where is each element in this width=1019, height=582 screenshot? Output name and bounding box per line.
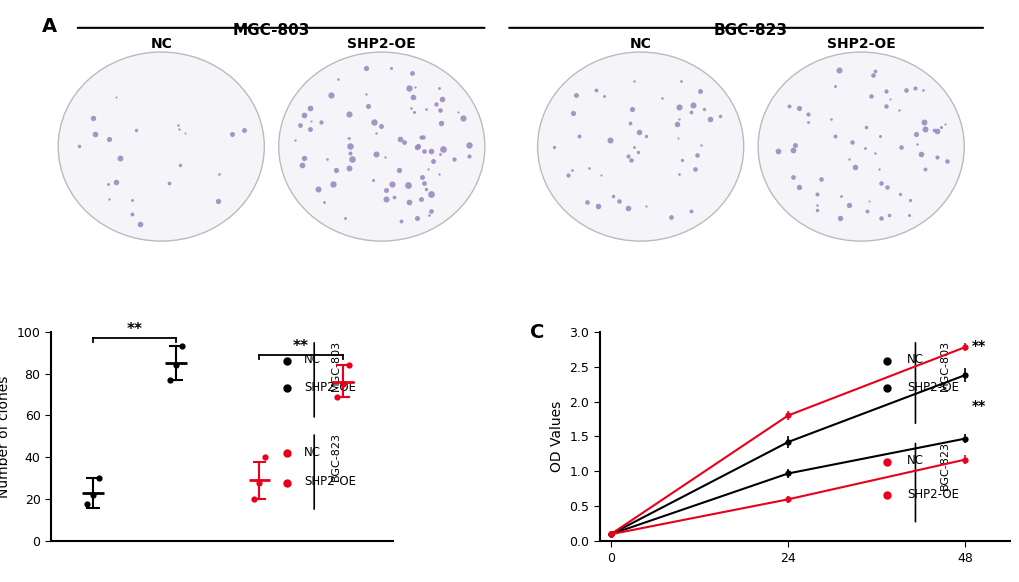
Text: A: A bbox=[42, 17, 56, 37]
Text: NC: NC bbox=[304, 446, 321, 459]
Ellipse shape bbox=[278, 52, 484, 241]
Text: SHP2-OE: SHP2-OE bbox=[906, 488, 958, 501]
Text: SHP2-OE: SHP2-OE bbox=[826, 37, 895, 51]
Text: C: C bbox=[529, 323, 544, 342]
Y-axis label: Number of clones: Number of clones bbox=[0, 375, 11, 498]
Text: **: ** bbox=[970, 339, 984, 353]
Text: MGC-803: MGC-803 bbox=[940, 340, 949, 391]
Text: NC: NC bbox=[150, 37, 172, 51]
Text: SHP2-OE: SHP2-OE bbox=[347, 37, 416, 51]
Text: BGC-823: BGC-823 bbox=[940, 441, 949, 489]
Ellipse shape bbox=[537, 52, 743, 241]
Text: NC: NC bbox=[906, 454, 923, 467]
Text: SHP2-OE: SHP2-OE bbox=[304, 475, 356, 488]
Text: NC: NC bbox=[304, 353, 321, 367]
Text: NC: NC bbox=[629, 37, 651, 51]
Text: NC: NC bbox=[906, 353, 923, 367]
Text: **: ** bbox=[970, 399, 984, 413]
Text: **: ** bbox=[126, 322, 143, 338]
Text: BGC-823: BGC-823 bbox=[331, 432, 341, 481]
Text: SHP2-OE: SHP2-OE bbox=[906, 381, 958, 393]
Ellipse shape bbox=[58, 52, 264, 241]
Y-axis label: OD Values: OD Values bbox=[549, 401, 564, 472]
Text: BGC-823: BGC-823 bbox=[713, 23, 787, 38]
Text: MGC-803: MGC-803 bbox=[232, 23, 310, 38]
Text: MGC-803: MGC-803 bbox=[331, 340, 341, 391]
Text: **: ** bbox=[292, 339, 309, 354]
Ellipse shape bbox=[757, 52, 963, 241]
Text: SHP2-OE: SHP2-OE bbox=[304, 381, 356, 393]
